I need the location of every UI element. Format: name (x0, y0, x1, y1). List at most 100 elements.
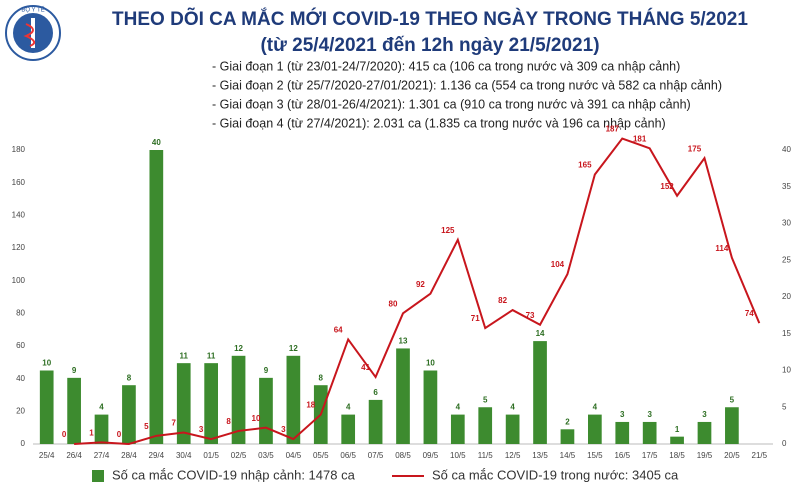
bar-label: 9 (72, 366, 77, 375)
line-label: 125 (441, 226, 455, 235)
bar-label: 4 (346, 403, 351, 412)
line-label: 104 (551, 260, 565, 269)
x-tick-label: 08/5 (395, 451, 411, 460)
bar-label: 12 (289, 344, 298, 353)
x-tick-label: 17/5 (642, 451, 658, 460)
note: - Giai đoạn 1 (từ 23/01-24/7/2020): 415 … (212, 59, 680, 73)
x-tick-label: 10/5 (450, 451, 466, 460)
y2-tick-label: 30 (782, 219, 791, 228)
bar (122, 385, 136, 444)
bar-label: 8 (127, 373, 132, 382)
line-label: 10 (252, 414, 261, 423)
bar (176, 363, 191, 444)
bar-label: 12 (234, 344, 243, 353)
line (74, 137, 761, 446)
line-label: 8 (226, 417, 231, 426)
bar (341, 414, 356, 444)
bar (396, 348, 410, 444)
bar (478, 407, 493, 444)
bar (149, 150, 164, 444)
y-tick-label: 0 (21, 439, 26, 448)
x-tick-label: 27/4 (94, 451, 110, 460)
bar-label: 14 (536, 329, 545, 338)
bar (231, 355, 246, 444)
x-tick-label: 02/5 (231, 451, 247, 460)
bar-label: 3 (647, 410, 652, 419)
line-label: 92 (416, 280, 425, 289)
line-label: 181 (633, 134, 647, 143)
legend-swatch (92, 470, 104, 482)
line-label: 74 (745, 309, 754, 318)
y2-tick-label: 10 (782, 366, 791, 375)
y2-tick-label: 20 (782, 292, 791, 301)
bar (368, 399, 383, 444)
bar-label: 11 (207, 351, 216, 360)
y2-tick-label: 15 (782, 329, 791, 338)
y-tick-label: 20 (16, 406, 25, 415)
y-tick-label: 100 (12, 276, 26, 285)
x-tick-label: 26/4 (66, 451, 82, 460)
bar (642, 421, 657, 444)
bar-label: 40 (152, 138, 161, 147)
x-tick-label: 13/5 (532, 451, 548, 460)
bar (94, 414, 109, 444)
bar (505, 414, 520, 444)
line-label: 18 (306, 401, 315, 410)
x-tick-label: 03/5 (258, 451, 274, 460)
line-label: 175 (688, 144, 702, 153)
bar (423, 370, 438, 444)
logo-text: BỘ Y TẾ (21, 7, 44, 14)
x-tick-label: 12/5 (505, 451, 521, 460)
x-tick-label: 25/4 (39, 451, 55, 460)
line-label: 64 (334, 326, 343, 335)
legend-label: Số ca mắc COVID-19 trong nước: 3405 ca (432, 467, 679, 482)
x-tick-label: 29/4 (149, 451, 165, 460)
line-label: 152 (660, 182, 674, 191)
x-tick-label: 01/5 (203, 451, 219, 460)
bar (450, 414, 465, 444)
line-label: 114 (715, 244, 728, 253)
line-label: 3 (281, 425, 286, 434)
bar (588, 414, 602, 444)
bar (725, 407, 739, 444)
y2-tick-label: 5 (782, 402, 787, 411)
line-label: 1 (89, 428, 94, 437)
bar-label: 10 (426, 359, 435, 368)
bar-label: 11 (180, 351, 189, 360)
x-tick-label: 20/5 (724, 451, 740, 460)
bar (39, 370, 54, 444)
y-tick-label: 160 (12, 178, 26, 187)
y-tick-label: 80 (16, 308, 25, 317)
y2-tick-label: 0 (782, 439, 787, 448)
line-label: 187 (606, 125, 620, 134)
line-label: 3 (199, 425, 204, 434)
bar-label: 1 (675, 425, 680, 434)
y-tick-label: 140 (12, 210, 26, 219)
x-tick-label: 04/5 (286, 451, 302, 460)
y-tick-label: 60 (16, 341, 25, 350)
x-tick-label: 15/5 (587, 451, 603, 460)
bar (259, 377, 273, 444)
bar (533, 341, 547, 444)
legend-label: Số ca mắc COVID-19 nhập cảnh: 1478 ca (112, 467, 356, 482)
x-tick-label: 09/5 (423, 451, 439, 460)
line-label: 165 (578, 161, 592, 170)
note: - Giai đoạn 4 (từ 27/4/2021): 2.031 ca (… (212, 116, 666, 130)
x-tick-label: 06/5 (340, 451, 356, 460)
y2-tick-label: 40 (782, 145, 791, 154)
bar (286, 355, 301, 444)
bar (697, 421, 712, 444)
bar (560, 429, 575, 444)
line-label: 80 (389, 299, 398, 308)
bar-label: 4 (456, 403, 461, 412)
bar-label: 2 (565, 417, 570, 426)
bar-label: 3 (620, 410, 625, 419)
y2-tick-label: 25 (782, 255, 791, 264)
line-label: 0 (117, 430, 122, 439)
x-tick-label: 28/4 (121, 451, 137, 460)
bar (670, 436, 684, 444)
x-tick-label: 14/5 (560, 451, 576, 460)
x-tick-label: 18/5 (669, 451, 685, 460)
line-label: 71 (471, 314, 480, 323)
